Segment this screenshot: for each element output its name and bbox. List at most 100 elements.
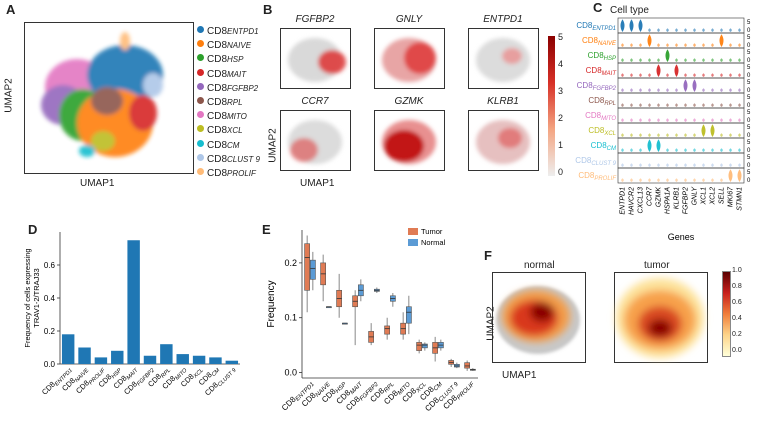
violin-shape xyxy=(657,163,660,167)
violin-shape xyxy=(639,73,642,77)
violin-shape xyxy=(675,103,678,107)
panel-a-umap-scatter xyxy=(41,32,163,157)
bar xyxy=(143,355,157,364)
violin-shape xyxy=(720,73,723,77)
violin-shape xyxy=(666,133,669,137)
colorbar-tick-label: 4 xyxy=(558,59,564,69)
legend-dot-icon xyxy=(197,168,204,175)
violin-shape xyxy=(684,133,687,137)
violin-shape xyxy=(738,73,741,77)
legend-subscript: FGFBP2 xyxy=(227,83,259,93)
violin-shape xyxy=(684,118,687,122)
violin-shape xyxy=(702,148,705,152)
violin-shape xyxy=(630,103,633,107)
legend-prefix: CD8 xyxy=(207,26,228,37)
violin-shape xyxy=(630,178,633,182)
violin-shape xyxy=(720,88,723,92)
violin-axis-zero: 0 xyxy=(747,43,751,49)
violin-shape xyxy=(684,103,687,107)
legend-dot-icon xyxy=(197,97,204,104)
violin-shape xyxy=(693,43,696,47)
violin-shape xyxy=(666,88,669,92)
legend-prefix: CD8 xyxy=(207,82,228,94)
violin-shape xyxy=(657,43,660,47)
panel-b-ylabel: UMAP2 xyxy=(267,128,279,163)
colorbar-tick-label: 3 xyxy=(558,86,564,96)
violin-shape xyxy=(666,163,669,167)
violin-shape xyxy=(729,28,732,32)
violin-shape xyxy=(711,103,714,107)
y-axis-label: Frequency of cells expressing xyxy=(23,248,32,347)
legend-subscript: RPL xyxy=(227,98,243,107)
violin-shape xyxy=(684,73,687,77)
violin-shape xyxy=(693,133,696,137)
violin-shape xyxy=(729,118,732,122)
panel-letter-b: B xyxy=(263,2,273,17)
feature-plot-frame xyxy=(468,110,539,171)
violin-shape xyxy=(693,148,696,152)
violin-shape xyxy=(666,73,669,77)
bar xyxy=(61,334,75,364)
legend-item: CD8MITO xyxy=(197,111,247,124)
violin-row-label: CD8RPL xyxy=(588,96,616,107)
colorbar-tick-label: 0.8 xyxy=(732,283,742,290)
violin-shape xyxy=(711,43,714,47)
feature-plot-frame xyxy=(374,28,445,89)
violin-shape xyxy=(693,103,696,107)
violin-shape xyxy=(630,133,633,137)
violin-row-frame xyxy=(617,122,745,139)
violin-shape xyxy=(639,163,642,167)
violin-shape xyxy=(630,43,633,47)
violin-shape xyxy=(675,28,678,32)
violin-shape xyxy=(738,28,741,32)
violin-axis-zero: 0 xyxy=(747,28,751,34)
violin-shape xyxy=(738,133,741,137)
panel-letter-f: F xyxy=(484,248,492,263)
violin-shape xyxy=(621,58,624,62)
legend-prefix: CD8 xyxy=(207,97,228,108)
violin-row-label: CD8FGFBP2 xyxy=(577,81,617,92)
gene-tick-label: XCL1 xyxy=(701,187,708,206)
bar xyxy=(209,357,222,364)
gene-tick-label: KLRB1 xyxy=(674,187,681,209)
panel-b-colorbar-ticks: 5 4 3 2 1 0 xyxy=(558,32,578,182)
panel-e-box-plot: 0.00.10.2CD8ENTPD1CD8NAIVECD8HSPCD8MAITC… xyxy=(266,227,478,413)
colorbar-tick-label: 0.6 xyxy=(732,299,742,306)
violin-shape xyxy=(702,58,705,62)
legend-dot-icon xyxy=(197,68,204,76)
violin-axis-zero: 0 xyxy=(747,58,751,64)
box xyxy=(464,362,470,369)
violin-shape xyxy=(684,43,687,47)
violin-shape xyxy=(711,163,714,167)
legend-dot-icon xyxy=(197,40,204,48)
violin-row-frame xyxy=(617,137,745,154)
y-tick-label: 0.0 xyxy=(284,368,297,378)
legend-swatch xyxy=(408,239,418,246)
violin-axis-five: 5 xyxy=(747,95,751,101)
panel-a-ylabel: UMAP2 xyxy=(3,78,15,113)
violin-axis-five: 5 xyxy=(747,125,751,131)
legend-item: CD8NAIVE xyxy=(197,40,251,53)
violin-row-frame xyxy=(617,47,745,64)
feature-plot-frame xyxy=(280,110,351,171)
violin-shape xyxy=(693,58,696,62)
violin-shape xyxy=(738,163,741,167)
violin-shape xyxy=(711,148,714,152)
violin-row-frame xyxy=(617,92,745,109)
violin-shape xyxy=(702,88,705,92)
panel-f-ylabel: UMAP2 xyxy=(485,306,497,341)
violin-shape xyxy=(675,43,678,47)
violin-shape xyxy=(657,103,660,107)
violin-shape xyxy=(657,88,660,92)
y-tick-label: 0.2 xyxy=(284,258,297,268)
violin-shape xyxy=(729,58,732,62)
violin-row-frame xyxy=(617,32,745,49)
legend-prefix: CD8 xyxy=(207,168,228,179)
violin-shape xyxy=(701,124,706,137)
violin-shape xyxy=(720,163,723,167)
violin-shape xyxy=(648,178,651,182)
legend-prefix: CD8 xyxy=(207,68,228,80)
bar xyxy=(94,357,108,364)
gene-tick-label: GNLY xyxy=(692,186,699,206)
legend-dot-icon xyxy=(197,125,204,133)
